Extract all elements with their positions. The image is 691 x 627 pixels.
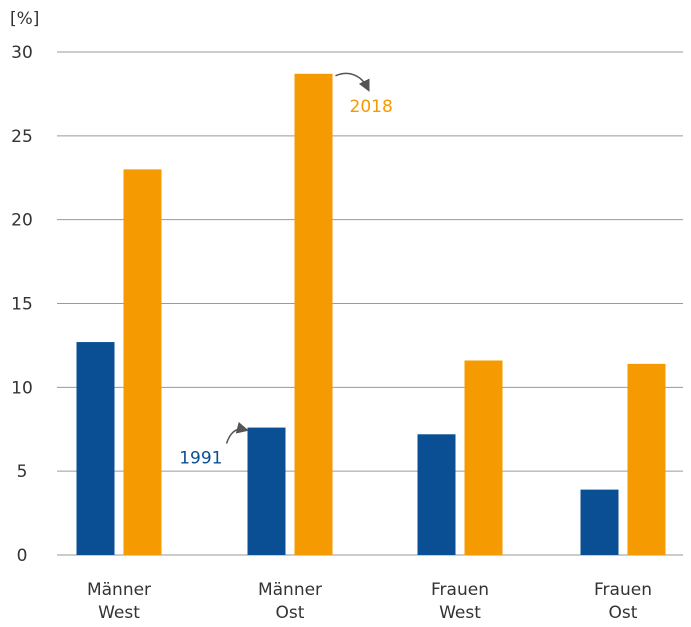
category-label: Ost: [609, 603, 638, 623]
bar-2018-2: [464, 360, 503, 555]
y-tick-label: 25: [11, 127, 33, 147]
annotation-arrow: [225, 421, 249, 444]
category-label: Frauen: [431, 580, 489, 600]
y-tick-label: 15: [11, 295, 33, 315]
bar-2018-1: [294, 73, 333, 556]
bar-1991-3: [580, 489, 619, 555]
y-tick-label: 10: [11, 378, 33, 398]
category-label: Männer: [258, 580, 322, 600]
bar-2018-3: [627, 363, 666, 555]
category-label: West: [439, 603, 481, 623]
category-label: Frauen: [594, 580, 652, 600]
annotation-label: 1991: [179, 449, 222, 469]
category-label: Ost: [276, 603, 305, 623]
category-labels: Männer West Männer Ost Frauen West Frauen Ost: [87, 580, 652, 623]
category-label: Männer: [87, 580, 151, 600]
bars: [76, 73, 666, 556]
y-tick-label: 20: [11, 211, 33, 231]
y-axis-ticks: 0 5 10 15 20 25 30: [11, 43, 33, 566]
bar-1991-1: [247, 427, 286, 555]
y-tick-label: 30: [11, 43, 33, 63]
annotations: 2018 1991: [179, 72, 393, 469]
category-label: West: [98, 603, 140, 623]
bar-1991-2: [417, 434, 456, 555]
annotation-label: 2018: [350, 97, 393, 117]
bar-2018-0: [123, 169, 162, 555]
bar-1991-0: [76, 342, 115, 555]
y-tick-label: 5: [17, 462, 28, 482]
annotation-arrow: [335, 72, 370, 92]
y-tick-label: 0: [17, 546, 28, 566]
y-axis-unit-label: [%]: [10, 9, 39, 29]
